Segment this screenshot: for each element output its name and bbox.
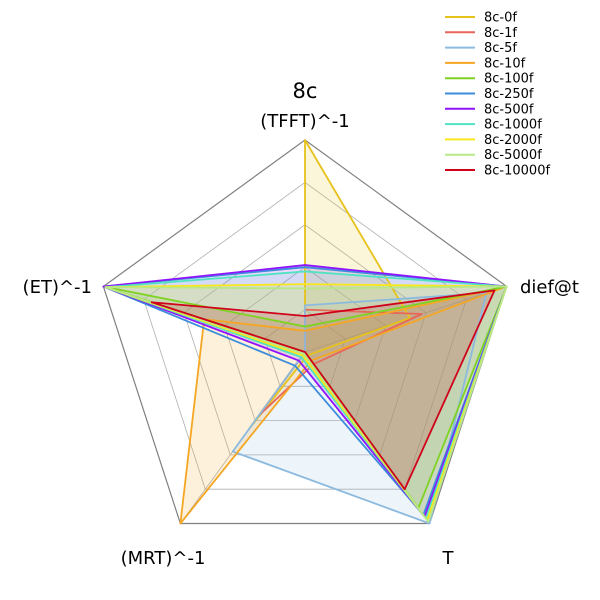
axis-label: (MRT)^-1 xyxy=(121,548,206,569)
legend: 8c-0f8c-1f8c-5f8c-10f8c-100f8c-250f8c-50… xyxy=(445,11,550,179)
legend-entry: 8c-0f xyxy=(484,11,517,26)
series-area xyxy=(103,286,507,509)
axis-labels: (TFFT)^-1 dief@t T (MRT)^-1 (ET)^-1 xyxy=(23,111,579,569)
legend-entry: 8c-5000f xyxy=(484,148,542,163)
legend-entry: 8c-5f xyxy=(484,41,517,56)
series-area xyxy=(105,284,507,521)
series-line xyxy=(179,286,504,525)
series-area xyxy=(232,293,487,524)
axis-label: (ET)^-1 xyxy=(23,277,92,298)
legend-entry: 8c-10f xyxy=(484,56,526,71)
series-line xyxy=(104,270,508,520)
legend-entry: 8c-1000f xyxy=(484,118,542,133)
axis-label: (TFFT)^-1 xyxy=(260,111,349,132)
grid-ring xyxy=(264,309,346,387)
series-area xyxy=(105,271,507,519)
chart-title: 8c xyxy=(293,79,318,103)
legend-entry: 8c-250f xyxy=(484,87,534,102)
series-area xyxy=(151,290,495,490)
legend-entry: 8c-100f xyxy=(484,72,534,87)
series-area xyxy=(105,286,507,522)
legend-entry: 8c-10000f xyxy=(484,164,550,179)
series-lines xyxy=(102,139,508,525)
axis-label: dief@t xyxy=(520,277,579,298)
legend-entry: 8c-500f xyxy=(484,102,534,117)
axis-label: T xyxy=(442,548,455,569)
series-line xyxy=(104,285,508,523)
series-line xyxy=(102,264,508,518)
series-area xyxy=(103,265,507,517)
legend-entry: 8c-2000f xyxy=(484,133,542,148)
legend-entry: 8c-1f xyxy=(484,26,517,41)
series-line xyxy=(150,289,496,491)
grid-ring xyxy=(102,139,508,525)
